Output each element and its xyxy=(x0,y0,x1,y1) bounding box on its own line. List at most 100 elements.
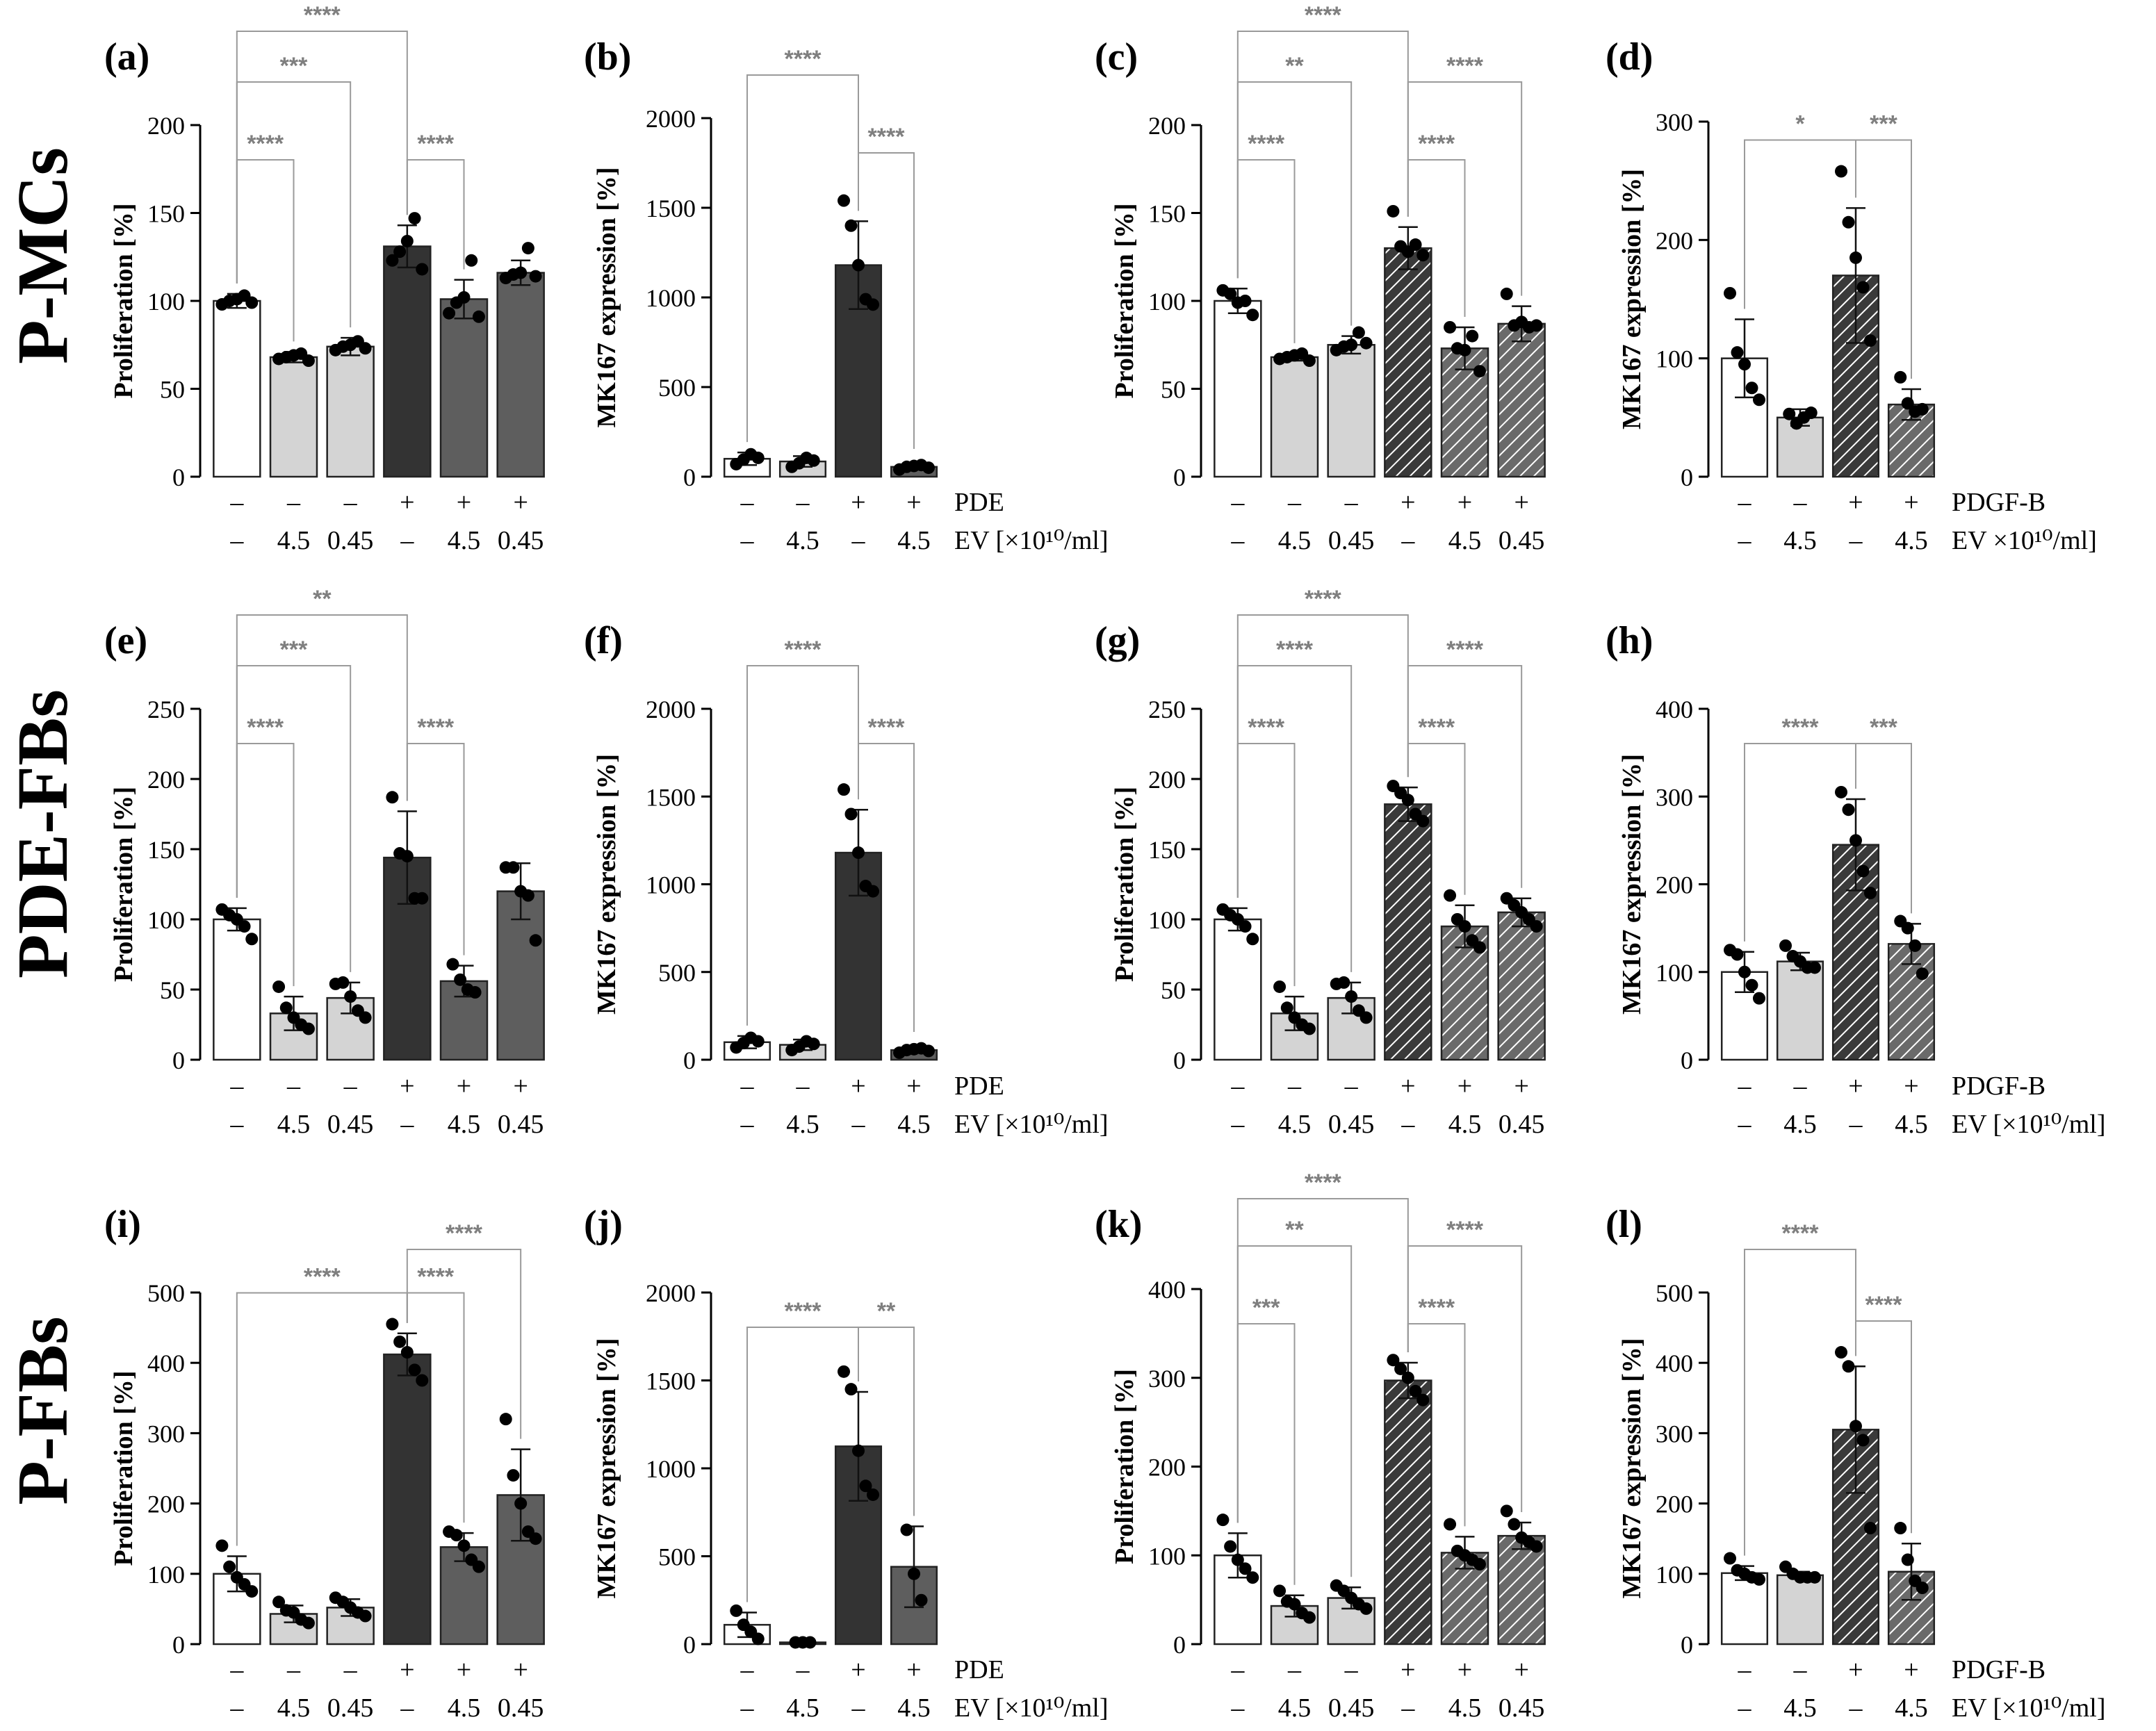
data-point xyxy=(1808,1570,1821,1584)
data-point xyxy=(866,1488,879,1501)
condition-label: + xyxy=(1904,1072,1918,1101)
data-point xyxy=(922,461,935,475)
data-point xyxy=(215,1539,229,1552)
condition-label: 4.5 xyxy=(1895,526,1928,555)
data-point xyxy=(1280,1001,1293,1015)
condition-label: – xyxy=(740,1655,755,1684)
data-point xyxy=(223,1560,236,1573)
condition-label: + xyxy=(1457,1655,1472,1684)
data-point xyxy=(386,1318,399,1331)
data-point xyxy=(1901,921,1914,935)
data-point xyxy=(866,885,879,898)
data-point xyxy=(393,245,407,259)
y-tick-label: 50 xyxy=(160,376,185,404)
data-point xyxy=(1849,1420,1862,1433)
y-axis-label: Proliferation [%] xyxy=(1110,787,1139,982)
y-tick-label: 1000 xyxy=(646,1455,696,1483)
data-point xyxy=(465,254,478,267)
data-point xyxy=(1444,1518,1457,1531)
significance-bracket xyxy=(746,665,859,1026)
data-point xyxy=(807,1037,820,1051)
condition-label: – xyxy=(1344,1655,1359,1684)
data-point xyxy=(1302,1022,1316,1035)
condition-name: EV [×10¹⁰/ml] xyxy=(1952,1693,2106,1723)
data-point xyxy=(408,1363,421,1377)
condition-label: 0.45 xyxy=(327,526,374,555)
data-point xyxy=(344,990,357,1003)
significance-bracket xyxy=(1236,31,1409,279)
condition-label: + xyxy=(1904,488,1918,517)
significance-label: **** xyxy=(1446,53,1484,79)
data-point xyxy=(922,1044,935,1058)
data-point xyxy=(1849,834,1862,847)
condition-label: + xyxy=(906,488,921,517)
condition-label: – xyxy=(1738,1693,1752,1723)
data-point xyxy=(1473,365,1486,378)
panel-g: (g) Proliferation [%] 0 50 100 150 200 250 – – – + +… xyxy=(1095,586,1546,1139)
bar xyxy=(269,356,318,478)
data-point xyxy=(386,254,399,267)
panel-label: (d) xyxy=(1606,35,1653,79)
condition-label: – xyxy=(286,1072,301,1101)
y-tick-label: 0 xyxy=(683,1631,696,1659)
condition-label: 4.5 xyxy=(1278,1693,1312,1723)
y-axis-label: MK167 expression [%] xyxy=(592,754,621,1015)
data-point xyxy=(866,298,879,311)
panel-f: (f) MK167 expression [%] 0 500 1000 1500 2000 –… xyxy=(584,619,1109,1139)
y-axis-label: Proliferation [%] xyxy=(109,203,138,398)
significance-bracket xyxy=(1855,139,1912,379)
bar xyxy=(496,272,545,478)
panel-label: (e) xyxy=(104,619,147,662)
condition-label: – xyxy=(1738,1110,1752,1139)
y-tick-label: 200 xyxy=(1656,1491,1693,1518)
y-tick-label: 100 xyxy=(1656,345,1693,373)
y-tick-label: 400 xyxy=(147,1349,185,1377)
panel-label: (f) xyxy=(584,619,623,662)
data-point xyxy=(302,354,315,368)
data-point xyxy=(838,194,851,207)
y-tick-label: 0 xyxy=(172,463,185,491)
data-point xyxy=(1808,961,1821,974)
significance-label: **** xyxy=(1782,1220,1820,1247)
condition-label: 4.5 xyxy=(786,1110,819,1139)
significance-label: **** xyxy=(1446,637,1484,663)
data-point xyxy=(1302,1611,1316,1624)
data-point xyxy=(359,342,372,355)
y-tick-label: 0 xyxy=(172,1631,185,1659)
y-tick-label: 100 xyxy=(147,288,185,315)
data-point xyxy=(1359,1602,1373,1615)
data-point xyxy=(272,980,286,993)
condition-label: 4.5 xyxy=(1783,1693,1817,1723)
data-point xyxy=(1231,1553,1244,1566)
y-tick-label: 100 xyxy=(1148,906,1186,934)
data-point xyxy=(1224,1540,1237,1553)
data-point xyxy=(400,850,414,863)
data-point xyxy=(521,242,534,255)
y-tick-label: 0 xyxy=(1681,1047,1693,1074)
data-point xyxy=(416,1374,429,1387)
data-point xyxy=(1302,354,1316,368)
data-point xyxy=(807,454,820,467)
y-tick-label: 400 xyxy=(1656,1349,1693,1377)
significance-bracket xyxy=(858,1327,915,1516)
y-tick-label: 1000 xyxy=(646,284,696,312)
condition-label: – xyxy=(1793,1072,1808,1101)
y-tick-label: 0 xyxy=(1173,1631,1186,1659)
data-point xyxy=(1863,1522,1877,1535)
y-axis-label: MK167 expression [%] xyxy=(1617,1338,1647,1598)
condition-label: 4.5 xyxy=(1895,1110,1928,1139)
condition-label: – xyxy=(1849,1693,1863,1723)
data-point xyxy=(1337,976,1350,989)
data-point xyxy=(852,1444,865,1457)
significance-label: **** xyxy=(417,714,455,741)
y-tick-label: 500 xyxy=(658,1543,696,1571)
data-point xyxy=(1783,407,1796,420)
data-point xyxy=(386,791,399,804)
bar xyxy=(1384,1379,1432,1646)
condition-label: + xyxy=(1400,1072,1415,1101)
y-tick-label: 100 xyxy=(1148,288,1186,315)
y-tick-label: 300 xyxy=(1656,1420,1693,1447)
condition-name: EV [×10¹⁰/ml] xyxy=(954,1110,1109,1139)
data-point xyxy=(408,212,421,225)
data-point xyxy=(1359,336,1373,350)
